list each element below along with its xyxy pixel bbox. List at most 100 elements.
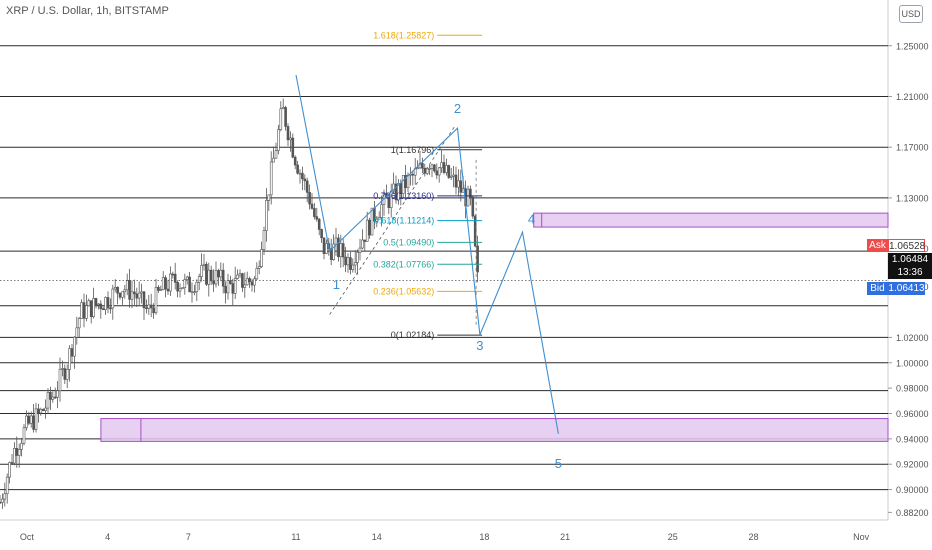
candle-body xyxy=(10,462,14,464)
candle-body xyxy=(87,300,91,307)
candle-body xyxy=(13,448,16,464)
candle-body xyxy=(193,291,196,294)
candle-body xyxy=(8,462,11,478)
candle-body xyxy=(269,161,273,196)
price-tick-label: 1.02000 xyxy=(896,333,929,343)
candle-body xyxy=(349,257,352,270)
candle-body xyxy=(41,409,45,411)
candle-body xyxy=(58,368,62,392)
candle-body xyxy=(15,448,19,456)
candle-body xyxy=(49,391,52,400)
candle-body xyxy=(315,216,319,220)
candle-body xyxy=(89,300,93,317)
candle-body xyxy=(473,215,477,247)
candle-body xyxy=(457,180,460,188)
candle-body xyxy=(70,348,74,357)
candle-body xyxy=(433,164,436,172)
price-tick-label: 1.00000 xyxy=(896,358,929,368)
price-tick-label: 0.92000 xyxy=(896,460,929,470)
candle-body xyxy=(34,408,38,430)
candle-body xyxy=(401,175,405,194)
candle-body xyxy=(253,278,256,286)
candle-body xyxy=(322,237,326,254)
fib-level-label: 0.236(1.05632) xyxy=(373,286,434,296)
candle-body xyxy=(272,157,275,163)
candle-body xyxy=(5,476,9,495)
candle-body xyxy=(334,237,338,245)
price-tick-label: 1.25000 xyxy=(896,41,929,51)
currency-button[interactable]: USD xyxy=(899,5,923,23)
candle-body xyxy=(219,269,223,278)
candle-body xyxy=(298,172,302,175)
candle-body xyxy=(39,409,43,414)
time-tick-label: 25 xyxy=(668,532,678,542)
candle-body xyxy=(157,286,160,291)
candle-body xyxy=(116,286,119,294)
candle-body xyxy=(452,174,455,177)
time-tick-label: 7 xyxy=(186,532,191,542)
candle-body xyxy=(447,165,451,178)
candle-body xyxy=(445,165,448,173)
candle-body xyxy=(279,108,283,130)
candle-body xyxy=(291,137,295,158)
time-tick-label: 21 xyxy=(560,532,570,542)
candle-body xyxy=(164,277,167,290)
ask-value: 1.06528 xyxy=(888,239,926,252)
candle-body xyxy=(73,336,76,357)
candle-body xyxy=(337,237,340,258)
candle-body xyxy=(135,293,139,299)
candle-body xyxy=(389,190,393,208)
candle-body xyxy=(205,263,208,285)
ask-label: Ask xyxy=(867,239,888,252)
candle-body xyxy=(440,162,443,169)
candle-body xyxy=(152,307,155,314)
candle-body xyxy=(387,197,391,208)
candle-body xyxy=(421,162,424,169)
candle-body xyxy=(92,298,95,317)
wave-label: 1 xyxy=(333,277,340,292)
candle-body xyxy=(111,288,115,309)
candle-body xyxy=(313,208,316,217)
candle-body xyxy=(125,279,129,291)
candle-body xyxy=(56,390,59,398)
candle-body xyxy=(20,442,23,450)
supply-demand-zone xyxy=(100,418,889,442)
candle-body xyxy=(238,273,242,276)
candle-body xyxy=(202,263,206,266)
candle-body xyxy=(339,243,343,258)
fib-level-label: 0(1.02184) xyxy=(391,330,435,340)
fib-level-label: 1.618(1.25827) xyxy=(373,30,434,40)
wave-label: 4 xyxy=(528,211,535,226)
candle-body xyxy=(380,204,383,218)
candle-body xyxy=(0,501,2,504)
candle-body xyxy=(1,498,4,503)
time-tick-label: 28 xyxy=(748,532,758,542)
candle-body xyxy=(397,183,400,201)
candle-body xyxy=(190,291,194,294)
candle-body xyxy=(368,219,371,236)
candle-body xyxy=(209,269,213,282)
elliott-wave-path xyxy=(295,74,559,434)
candle-body xyxy=(243,284,247,288)
candle-body xyxy=(454,174,458,188)
symbol-title[interactable]: XRP / U.S. Dollar, 1h, BITSTAMP xyxy=(6,5,169,17)
candle-body xyxy=(416,167,419,170)
candle-body xyxy=(63,368,67,380)
fib-level-label: 1(1.16796) xyxy=(391,145,435,155)
candle-body xyxy=(32,415,35,430)
candle-body xyxy=(293,156,297,166)
candle-body xyxy=(77,318,81,329)
candle-body xyxy=(145,307,148,310)
candle-body xyxy=(214,270,218,285)
candle-body xyxy=(428,168,431,170)
candle-body xyxy=(226,280,230,294)
candle-body xyxy=(65,369,69,380)
supply-demand-zone xyxy=(533,212,889,228)
candle-body xyxy=(106,297,110,309)
candle-body xyxy=(375,218,379,222)
candle-body xyxy=(17,449,21,456)
candle-body xyxy=(351,264,355,270)
candle-body xyxy=(262,230,266,250)
candle-body xyxy=(3,493,7,500)
